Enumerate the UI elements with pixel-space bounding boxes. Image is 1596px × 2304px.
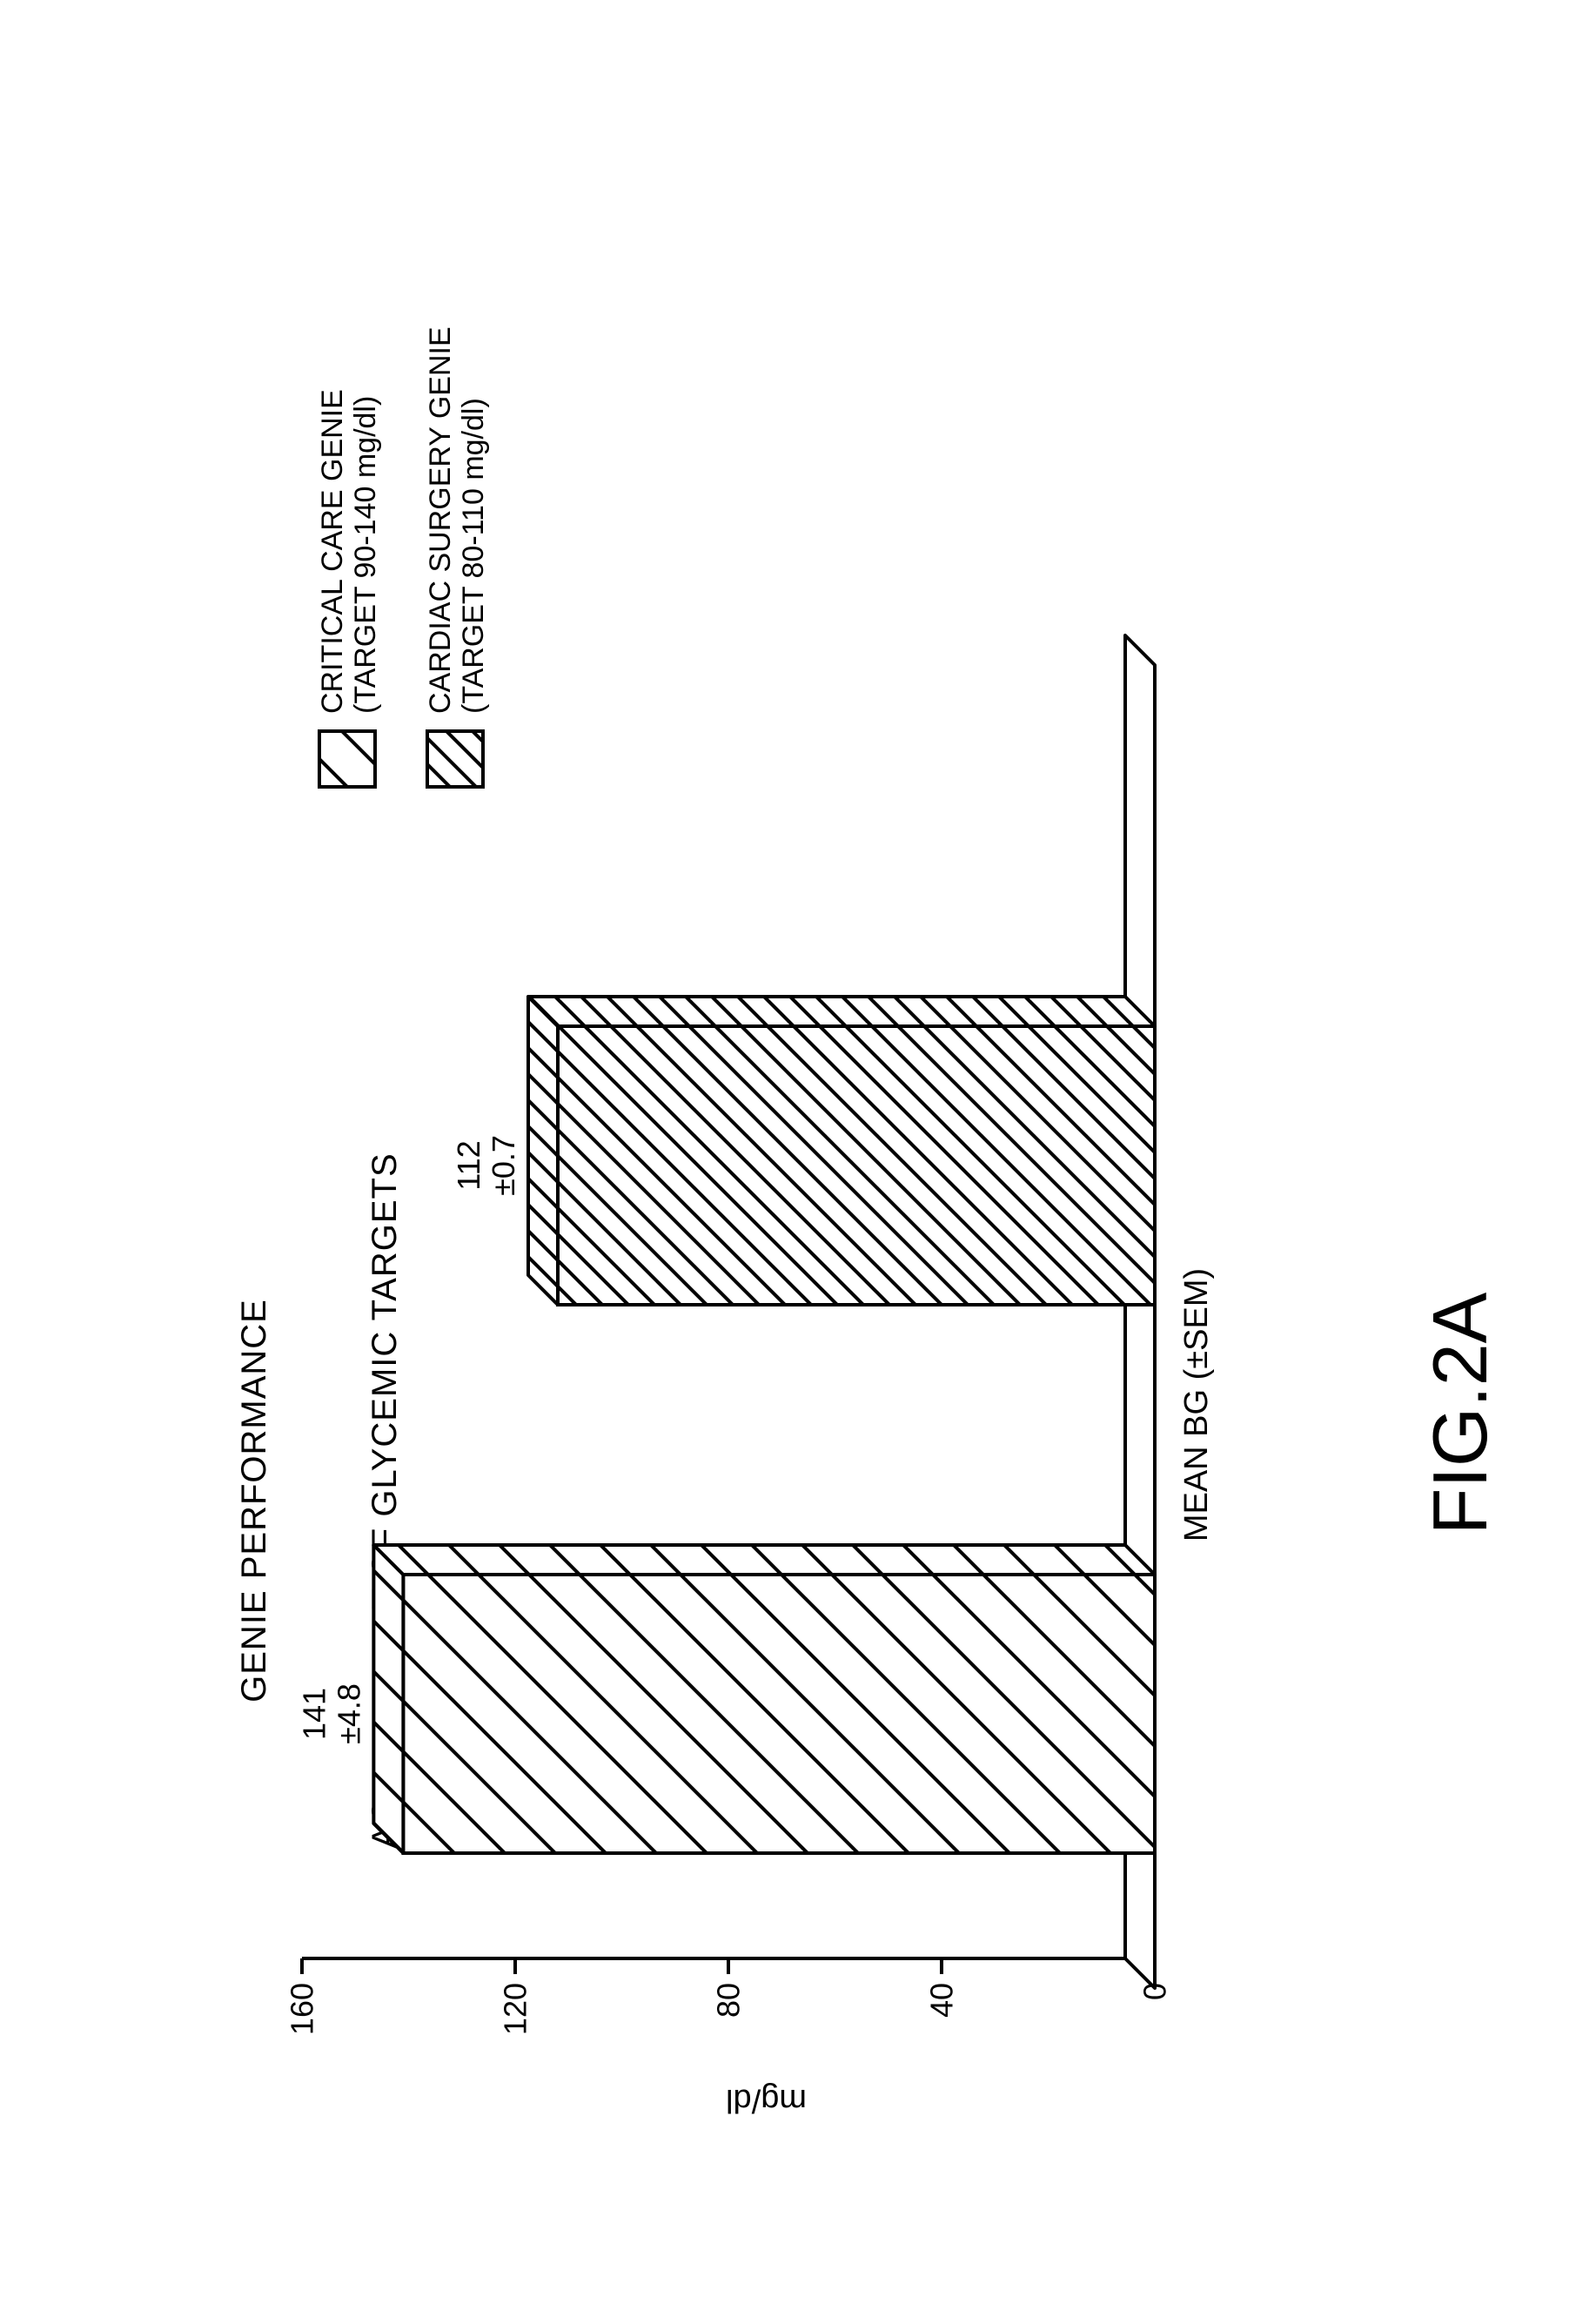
y-tick-label: 160 — [285, 1983, 320, 2035]
bar-critical-care-top — [373, 1545, 403, 1853]
y-tick-label: 0 — [1137, 1983, 1173, 2000]
bar-cardiac-surgery-sem-label: ±0.7 — [486, 1135, 521, 1196]
figure-label: FIG.2A — [1416, 674, 1505, 2153]
bar-chart: 0 40 80 120 160 141±4.8 112±0.7 MEAN BG (±SEM) C… — [250, 151, 1346, 2153]
legend-swatch-1 — [427, 731, 483, 787]
bar-cardiac-surgery-value-label: 112 — [451, 1140, 486, 1190]
legend-label-0-line1: CRITICAL CARE GENIE — [316, 389, 349, 714]
legend-label-1-line1: CARDIAC SURGERY GENIE — [424, 326, 457, 714]
bar-critical-care-front — [403, 1575, 1155, 1853]
bar-critical-care-value-label: 141 — [296, 1688, 332, 1740]
x-axis-label: MEAN BG (±SEM) — [1178, 1268, 1215, 1542]
bar-cardiac-surgery-top — [528, 997, 558, 1305]
bar-cardiac-surgery-side — [528, 997, 1155, 1026]
legend-swatch-0 — [319, 731, 375, 787]
y-tick-label: 40 — [924, 1983, 960, 2018]
bar-critical-care-sem-label: ±4.8 — [331, 1683, 366, 1744]
legend-label-1-line2: (TARGET 80-110 mg/dl) — [457, 398, 490, 714]
bar-cardiac-surgery-front — [558, 1026, 1155, 1305]
chart-container: GENIE PERFORMANCE ACHIEVEMENT OF GLYCEMI… — [145, 151, 1451, 2153]
y-tick-label: 120 — [498, 1983, 533, 2035]
legend-label-0-line2: (TARGET 90-140 mg/dl) — [349, 396, 382, 714]
y-tick-label: 80 — [711, 1983, 747, 2018]
bar-critical-care-side — [373, 1545, 1155, 1575]
